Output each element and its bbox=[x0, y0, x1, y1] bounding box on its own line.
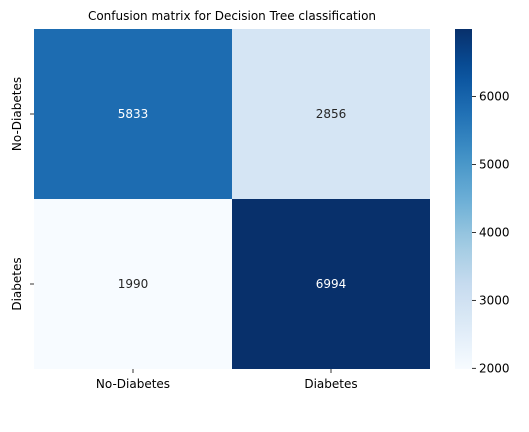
cell-value-label-r1-c1: 6994 bbox=[316, 277, 347, 291]
heatmap-cells: 5833 2856 1990 6994 bbox=[34, 29, 430, 369]
chart-title: Confusion matrix for Decision Tree class… bbox=[88, 9, 376, 23]
x-axis-ticks: No-Diabetes Diabetes bbox=[96, 369, 358, 391]
y-tick-label-1: Diabetes bbox=[10, 257, 24, 310]
y-axis-ticks: No-Diabetes Diabetes bbox=[10, 77, 34, 311]
cell-value-label-r1-c0: 1990 bbox=[118, 277, 149, 291]
y-tick-label-0: No-Diabetes bbox=[10, 77, 24, 151]
colorbar-tick-label-2: 4000 bbox=[479, 225, 510, 239]
x-tick-label-0: No-Diabetes bbox=[96, 377, 170, 391]
heatmap-cell-r0-c1 bbox=[232, 29, 430, 199]
heatmap-cell-r1-c0 bbox=[34, 199, 232, 369]
heatmap-cell-r1-c1 bbox=[232, 199, 430, 369]
colorbar bbox=[455, 29, 472, 369]
x-tick-label-1: Diabetes bbox=[304, 377, 357, 391]
cell-value-label-r0-c0: 5833 bbox=[118, 107, 149, 121]
cell-value-label-r0-c1: 2856 bbox=[316, 107, 347, 121]
colorbar-tick-label-3: 5000 bbox=[479, 157, 510, 171]
colorbar-ticks: 2000 3000 4000 5000 6000 bbox=[472, 90, 510, 375]
colorbar-tick-label-4: 6000 bbox=[479, 90, 510, 104]
heatmap-cell-r0-c0 bbox=[34, 29, 232, 199]
colorbar-tick-label-0: 2000 bbox=[479, 361, 510, 375]
colorbar-tick-label-1: 3000 bbox=[479, 293, 510, 307]
